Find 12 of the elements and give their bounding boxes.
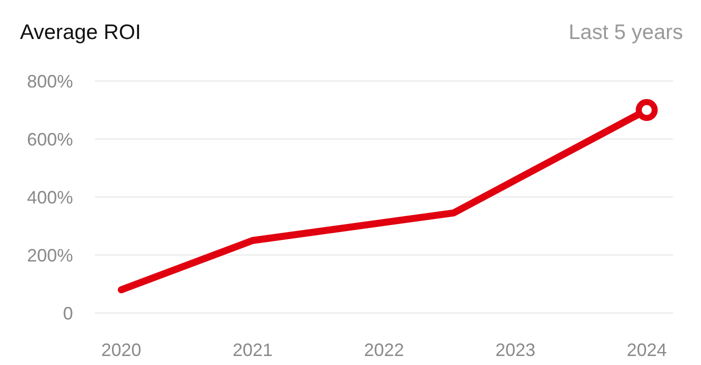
x-tick-label: 2020 [101, 340, 142, 360]
x-tick-label: 2024 [626, 340, 667, 360]
y-tick-label: 600% [26, 129, 73, 150]
y-tick-label: 200% [26, 245, 73, 266]
y-tick-label: 400% [26, 187, 73, 208]
x-tick-label: 2023 [495, 340, 536, 360]
y-tick-label: 0 [62, 303, 73, 324]
y-tick-label: 800% [26, 71, 73, 92]
x-tick-label: 2022 [364, 340, 404, 360]
chart-subtitle: Last 5 years [568, 21, 683, 44]
x-tick-label: 2021 [232, 340, 273, 360]
chart-title: Average ROI [20, 21, 142, 44]
